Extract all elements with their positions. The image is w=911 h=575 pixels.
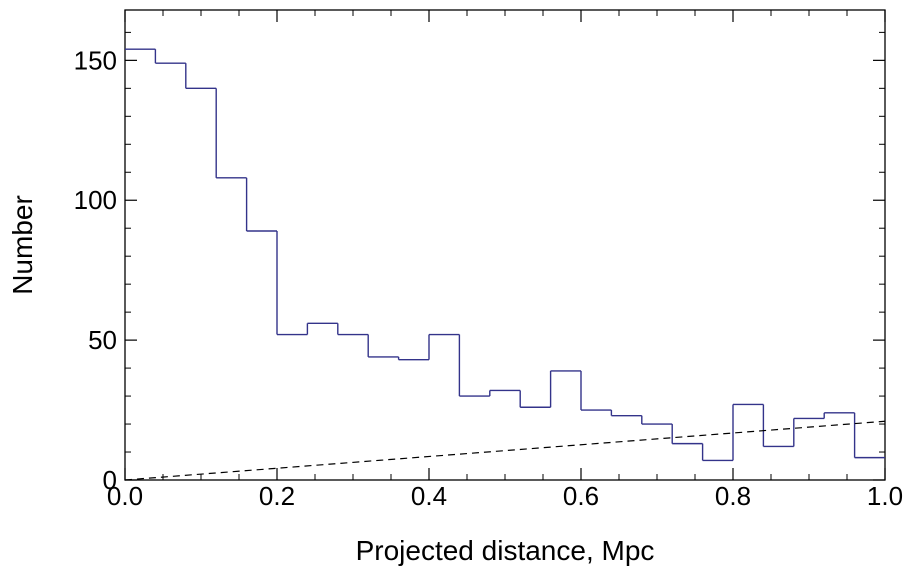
plot-frame (124, 9, 886, 481)
dashed-reference-line (124, 420, 886, 481)
histogram-series (125, 48, 885, 462)
y-tick-label: 50 (88, 325, 117, 355)
x-tick-label: 0.4 (411, 481, 447, 511)
y-tick-label: 150 (74, 45, 117, 75)
y-tick-label: 100 (74, 185, 117, 215)
x-tick-label: 0.0 (107, 481, 143, 511)
x-tick-label: 0.2 (259, 481, 295, 511)
x-axis-title: Projected distance, Mpc (356, 535, 655, 566)
y-tick-label: 0 (103, 465, 117, 495)
x-tick-label: 1.0 (867, 481, 903, 511)
x-tick-label: 0.6 (563, 481, 599, 511)
y-axis-title: Number (7, 195, 38, 295)
x-tick-label: 0.8 (715, 481, 751, 511)
